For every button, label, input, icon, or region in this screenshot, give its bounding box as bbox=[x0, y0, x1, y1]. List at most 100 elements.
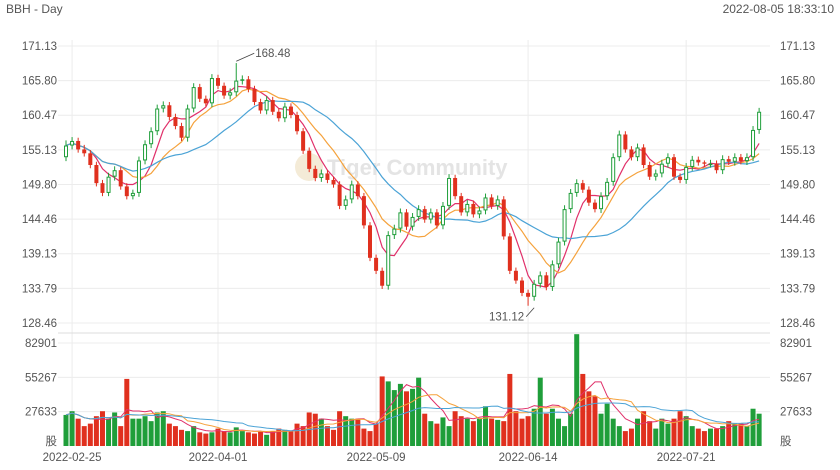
volume-bar bbox=[318, 418, 324, 446]
volume-bar bbox=[665, 423, 671, 446]
volume-bar bbox=[288, 431, 294, 446]
price-tick-left: 171.13 bbox=[22, 41, 57, 53]
volume-bar bbox=[154, 412, 160, 446]
candle-body-down bbox=[586, 189, 591, 203]
candle-body-down bbox=[702, 162, 707, 164]
candle-body-down bbox=[337, 184, 342, 206]
candle-body-up bbox=[349, 184, 354, 200]
candle-body-up bbox=[556, 241, 561, 265]
volume-bar bbox=[276, 428, 282, 446]
volume-bar bbox=[707, 428, 713, 446]
candle-body-down bbox=[696, 159, 701, 163]
candle-body-up bbox=[744, 157, 749, 162]
candle-body-up bbox=[538, 275, 543, 284]
candle-body-up bbox=[550, 264, 555, 288]
volume-bar bbox=[562, 426, 568, 446]
volume-bar bbox=[215, 428, 221, 446]
volume-bar bbox=[124, 378, 130, 446]
volume-bar bbox=[130, 418, 136, 446]
candle-body-up bbox=[483, 197, 488, 211]
candle-body-up bbox=[264, 100, 269, 111]
volume-bar bbox=[112, 412, 118, 446]
volume-bar bbox=[604, 403, 610, 446]
candle-body-up bbox=[574, 183, 579, 193]
candle-body-down bbox=[307, 150, 312, 169]
volume-bar bbox=[501, 421, 507, 446]
candle-body-down bbox=[544, 275, 549, 288]
price-tick-left: 165.80 bbox=[22, 76, 57, 88]
volume-bar bbox=[513, 411, 519, 446]
volume-bar bbox=[349, 418, 355, 446]
volume-bar bbox=[458, 416, 464, 446]
volume-bar bbox=[446, 426, 452, 446]
candle-body-up bbox=[568, 192, 573, 210]
price-tick-right: 155.13 bbox=[780, 145, 815, 157]
candle-body-down bbox=[331, 179, 336, 185]
volume-bar bbox=[373, 423, 379, 446]
volume-bar bbox=[136, 418, 142, 446]
annotations: 168.48 131.12 bbox=[236, 48, 535, 324]
volume-tick-left: 股 bbox=[46, 435, 58, 448]
price-axis-labels: 171.13 171.13 165.80 165.80 160.47 160.47 155.… bbox=[22, 41, 815, 330]
volume-bar bbox=[483, 406, 489, 446]
timestamp-label: 2022-08-05 18:33:10 bbox=[722, 2, 834, 16]
volume-bar bbox=[160, 411, 166, 446]
watermark-text: Tiger Community bbox=[327, 155, 508, 180]
candle-body-down bbox=[173, 116, 178, 127]
price-tick-left: 155.13 bbox=[22, 145, 57, 157]
volume-tick-left: 55267 bbox=[25, 372, 57, 384]
volume-tick-right: 82901 bbox=[780, 338, 812, 350]
volume-bar bbox=[452, 411, 458, 446]
price-tick-left: 139.13 bbox=[22, 249, 57, 261]
volume-bar bbox=[197, 432, 203, 446]
candle-body-up bbox=[532, 283, 537, 297]
candle-body-down bbox=[374, 257, 379, 271]
candle-body-up bbox=[659, 163, 664, 174]
date-tick-label: 2022-05-09 bbox=[347, 452, 406, 464]
volume-bar bbox=[586, 391, 592, 446]
volume-bar bbox=[440, 417, 446, 446]
candle-body-down bbox=[526, 292, 531, 297]
candle-body-down bbox=[361, 196, 366, 226]
volume-bar bbox=[507, 373, 513, 446]
volume-bar bbox=[738, 423, 744, 446]
volume-bar bbox=[689, 426, 695, 446]
candle-body-down bbox=[580, 183, 585, 190]
candle-body-up bbox=[465, 203, 470, 213]
candle-body-up bbox=[684, 166, 689, 180]
candle-body-up bbox=[392, 228, 397, 236]
volume-bar bbox=[476, 418, 482, 446]
volume-bar bbox=[568, 413, 574, 446]
volume-bar bbox=[179, 429, 185, 446]
volume-bar bbox=[87, 423, 93, 446]
volume-ma-short-line bbox=[65, 381, 760, 434]
candle-body-down bbox=[647, 164, 652, 177]
volume-bar bbox=[732, 423, 738, 446]
volume-bar bbox=[337, 411, 343, 446]
price-tick-left: 149.80 bbox=[22, 179, 57, 191]
candle-body-up bbox=[562, 209, 567, 242]
volume-bar bbox=[592, 396, 598, 446]
candle-body-up bbox=[209, 78, 214, 104]
candle-body-down bbox=[738, 157, 743, 162]
candle-body-down bbox=[118, 170, 123, 187]
volume-bar bbox=[422, 413, 428, 446]
candle-body-up bbox=[70, 140, 75, 146]
volume-bar bbox=[391, 390, 397, 446]
candle-body-down bbox=[471, 203, 476, 215]
volume-bar bbox=[282, 429, 288, 446]
price-tick-left: 144.46 bbox=[22, 214, 57, 226]
candle-body-up bbox=[106, 176, 111, 193]
volume-bar bbox=[75, 418, 81, 446]
volume-bar bbox=[531, 408, 537, 446]
volume-bar bbox=[69, 411, 75, 446]
volume-bar bbox=[580, 373, 586, 446]
volume-bar bbox=[245, 432, 251, 446]
candle-body-down bbox=[726, 159, 731, 162]
price-tick-right: 139.13 bbox=[780, 249, 815, 261]
volume-bar bbox=[416, 377, 422, 446]
candle-body-up bbox=[143, 144, 148, 161]
candle-body-down bbox=[368, 225, 372, 258]
volume-bar bbox=[209, 432, 215, 446]
